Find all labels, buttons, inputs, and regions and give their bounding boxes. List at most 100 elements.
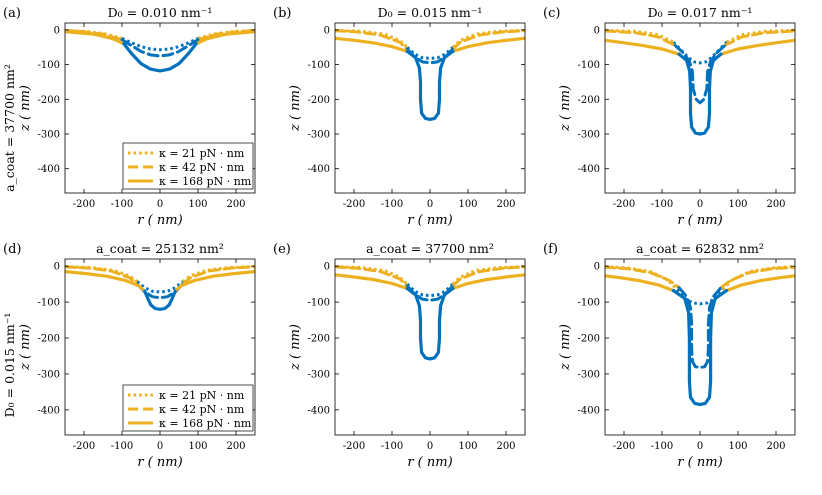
y-tick-label: -100 — [308, 60, 330, 71]
y-tick-label: 0 — [54, 25, 60, 36]
y-tick-label: -300 — [578, 369, 600, 380]
x-tick-label: -100 — [651, 441, 673, 452]
x-tick-label: -200 — [343, 199, 365, 210]
axes-box — [334, 258, 526, 436]
series-dashed-bare-right — [451, 29, 525, 51]
y-tick-label: -300 — [38, 369, 60, 380]
x-tick-label: 0 — [427, 199, 433, 210]
y-tick-label: -200 — [578, 334, 600, 345]
y-tick-label: -200 — [38, 95, 60, 106]
x-tick-label: -100 — [111, 441, 133, 452]
x-tick-label: 100 — [188, 441, 207, 452]
series-dashed-bare-left — [335, 265, 409, 288]
y-tick-label: -100 — [578, 298, 600, 309]
legend-label: κ = 21 pN · nm — [159, 389, 245, 402]
y-tick-label: -400 — [308, 164, 330, 175]
series-solid-bare-right — [725, 274, 795, 293]
series-solid-coat — [671, 289, 729, 407]
series-dashed-bare-right — [181, 265, 255, 286]
y-tick-label: -100 — [578, 60, 600, 71]
series-solid-bare-left — [605, 38, 681, 56]
curves — [335, 265, 525, 361]
series-dashed-coat — [673, 44, 727, 105]
x-tick-label: -200 — [613, 199, 635, 210]
series-solid-bare-right — [451, 273, 525, 291]
panel-title: a_coat = 62832 nm² — [636, 241, 764, 256]
curves — [65, 265, 255, 311]
y-axis-label: z ( nm) — [18, 324, 33, 371]
panel-f: (f) a_coat = 62832 nm² -200 -100 0 100 200 0 -10… — [543, 241, 796, 470]
panel-label: (e) — [273, 242, 291, 257]
series-solid-bare-right — [173, 270, 255, 293]
panel-b: (b) D₀ = 0.015 nm⁻¹ -200 -100 0 100 200 0 -100 -2… — [273, 5, 526, 228]
panel-label: (c) — [543, 6, 560, 21]
y-tick-label: -400 — [578, 164, 600, 175]
y-axis-label: z ( nm) — [558, 324, 573, 371]
axes-box — [604, 258, 796, 436]
x-axis-label: r ( nm) — [137, 455, 182, 470]
series-dotted-coat — [672, 41, 728, 65]
x-tick-label: -200 — [613, 441, 635, 452]
y-tick-label: -100 — [38, 298, 60, 309]
series-dashed-bare-left — [605, 29, 677, 48]
panel-title: D₀ = 0.010 nm⁻¹ — [108, 5, 213, 20]
panel-title: a_coat = 25132 nm² — [96, 241, 224, 256]
series-dashed-bare-right — [723, 29, 795, 48]
panel-a: (a) D₀ = 0.010 nm⁻¹ -200 -100 0 100 200 0 -100 -2… — [3, 5, 256, 228]
y-tick-label: -200 — [308, 334, 330, 345]
series-dotted-bare-right — [725, 28, 795, 44]
x-tick-label: 200 — [766, 441, 785, 452]
x-tick-label: 100 — [728, 441, 747, 452]
y-axis-label: z ( nm) — [558, 85, 573, 132]
panel-label: (a) — [3, 6, 21, 21]
y-tick-label: 0 — [324, 25, 330, 36]
series-dashed-bare-left — [65, 265, 139, 286]
x-tick-label: 0 — [697, 199, 703, 210]
series-dotted-bare-right — [181, 265, 255, 283]
y-axis-label: z ( nm) — [288, 324, 303, 371]
x-tick-label: 100 — [458, 199, 477, 210]
series-solid-bare-right — [451, 36, 525, 53]
panel-label: (d) — [3, 242, 21, 257]
legend-label: κ = 21 pN · nm — [159, 147, 245, 160]
curves — [65, 29, 255, 73]
y-tick-label: -100 — [308, 298, 330, 309]
curves — [335, 28, 525, 121]
series-dotted-bare-left — [605, 28, 675, 44]
x-axis-label: r ( nm) — [677, 455, 722, 470]
series-solid-bare-left — [335, 273, 409, 291]
x-axis-label: r ( nm) — [137, 213, 182, 228]
legend-label: κ = 168 pN · nm — [159, 417, 252, 430]
series-solid-bare-left — [605, 274, 675, 293]
y-tick-label: -200 — [308, 95, 330, 106]
curves — [605, 28, 795, 136]
y-tick-label: -300 — [308, 130, 330, 141]
y-tick-label: -400 — [38, 405, 60, 416]
y-tick-label: -100 — [38, 60, 60, 71]
x-axis-label: r ( nm) — [407, 455, 452, 470]
series-solid-bare-left — [65, 270, 147, 293]
x-tick-label: 200 — [226, 199, 245, 210]
series-solid-bare-right — [194, 30, 255, 46]
x-tick-label: 0 — [157, 441, 163, 452]
series-solid-coat — [405, 286, 455, 361]
y-tick-label: -400 — [578, 405, 600, 416]
legend-label: κ = 42 pN · nm — [159, 161, 245, 174]
y-tick-label: -400 — [308, 405, 330, 416]
legend: κ = 21 pN · nmκ = 42 pN · nmκ = 168 pN ·… — [122, 142, 254, 190]
series-dashed-coat — [677, 286, 723, 369]
series-dashed-bare-right — [451, 265, 525, 288]
y-axis-label: z ( nm) — [18, 85, 33, 132]
row-label-bottom: D₀ = 0.015 nm⁻¹ — [2, 313, 17, 418]
x-axis-label: r ( nm) — [407, 213, 452, 228]
x-tick-label: 200 — [496, 199, 515, 210]
panel-title: D₀ = 0.015 nm⁻¹ — [378, 5, 483, 20]
x-tick-label: 0 — [697, 441, 703, 452]
series-dashed-coat — [120, 38, 200, 58]
y-axis-label: z ( nm) — [288, 85, 303, 132]
x-tick-label: 100 — [188, 199, 207, 210]
panel-d: (d) a_coat = 25132 nm² -200 -100 0 100 200 0 -10… — [3, 241, 256, 470]
legend-label: κ = 168 pN · nm — [159, 175, 252, 188]
x-tick-label: 100 — [458, 441, 477, 452]
series-dashed-bare-left — [335, 29, 409, 51]
